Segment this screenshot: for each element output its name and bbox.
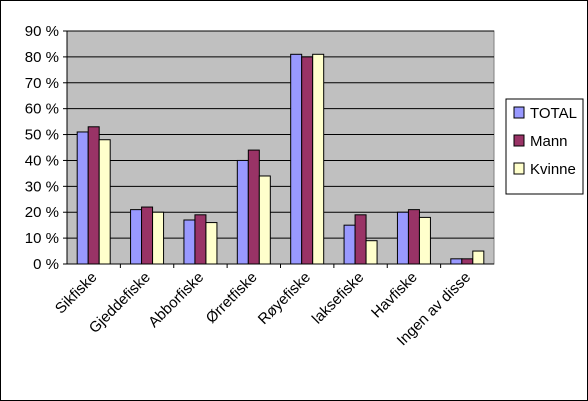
y-tick-label: 60 % [25, 101, 59, 118]
bar-mann-2 [194, 214, 207, 265]
y-tick-label: 70 % [25, 75, 59, 92]
bar-mann-3 [247, 149, 260, 265]
y-tick-labels: 0 % 10 % 20 % 30 % 40 % 50 % 60 % 70 % 80 % 90 % [25, 23, 59, 273]
y-tick-label: 30 % [25, 178, 59, 195]
bar-mann-5 [354, 214, 367, 265]
bar-kvinne-3 [258, 175, 271, 265]
bar-mann-6 [407, 209, 420, 265]
legend-swatch-mann [513, 134, 525, 147]
bar-total-4 [290, 53, 303, 265]
bar-mann-7 [461, 258, 474, 265]
bar-mann-4 [301, 56, 314, 265]
x-category-label: Røyefiske [255, 269, 314, 328]
legend-label-total: TOTAL [530, 105, 577, 122]
bar-kvinne-6 [418, 216, 431, 265]
y-tick-label: 80 % [25, 49, 59, 66]
bar-kvinne-4 [312, 53, 325, 265]
bar-total-0 [76, 131, 89, 265]
x-category-label: Ørretfiske [203, 269, 261, 327]
y-tick-label: 20 % [25, 204, 59, 221]
x-category-label: laksefiske [309, 269, 368, 328]
x-category-label: Sikfiske [52, 269, 101, 318]
y-tick-label: 0 % [33, 256, 59, 273]
legend-label-kvinne: Kvinne [530, 161, 576, 178]
legend-swatch-total [513, 106, 525, 119]
bar-total-7 [450, 258, 463, 265]
bar-mann-0 [87, 126, 100, 265]
bar-total-2 [183, 219, 196, 265]
legend-swatch-kvinne [513, 162, 525, 175]
bar-total-1 [130, 209, 143, 265]
x-category-labels: SikfiskeGjeddefiskeAbborfiskeØrretfiskeR… [52, 269, 474, 349]
y-tick-label: 50 % [25, 127, 59, 144]
bar-total-3 [236, 159, 249, 265]
bars [76, 53, 485, 265]
y-tick-label: 90 % [25, 23, 59, 40]
bar-kvinne-2 [205, 222, 218, 265]
bar-kvinne-1 [152, 211, 165, 265]
bar-total-5 [343, 224, 356, 265]
legend-label-mann: Mann [530, 133, 568, 150]
bar-kvinne-0 [98, 139, 111, 265]
bar-kvinne-7 [472, 250, 485, 265]
x-category-label: Havfiske [368, 269, 421, 322]
bar-mann-1 [141, 206, 154, 265]
y-tick-label: 40 % [25, 152, 59, 169]
y-tick-label: 10 % [25, 230, 59, 247]
bar-kvinne-5 [365, 240, 378, 265]
x-category-label: Abborfiske [145, 269, 207, 331]
axes [63, 30, 494, 268]
bar-total-6 [396, 211, 409, 265]
legend: TOTAL Mann Kvinne [505, 98, 584, 195]
